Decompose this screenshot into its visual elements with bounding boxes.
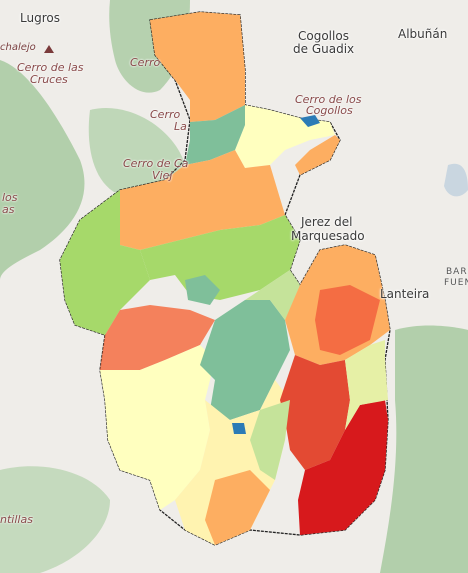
zone-center-lightgreen[interactable] [245, 270, 300, 320]
zone-southwest-yellow[interactable] [100, 345, 215, 510]
label-cerro-top: Cerro [130, 56, 161, 69]
zone-southeast-red-light[interactable] [280, 355, 350, 470]
label-cogollos: Cogollos [298, 29, 349, 43]
label-chalejo: chalejo [0, 42, 36, 53]
zone-east-orange-inner[interactable] [315, 285, 380, 355]
label-fuen: FUEN [444, 278, 468, 288]
zone-center-teal[interactable] [185, 275, 220, 305]
label-cerro-la-1: Cerro [150, 108, 181, 121]
zone-north-orange[interactable] [150, 12, 245, 122]
terrain-forest-center [88, 108, 185, 197]
zone-northeast-orange[interactable] [295, 135, 340, 175]
terrain-forest-east [380, 325, 468, 573]
label-los-2: as [2, 203, 15, 216]
label-lanteira: Lanteira [380, 287, 430, 301]
label-ntillas: ntillas [0, 513, 33, 526]
zone-center-green[interactable] [140, 215, 300, 300]
zone-center-teal-belt[interactable] [200, 300, 290, 420]
zone-west-green[interactable] [60, 190, 150, 335]
label-albunan: Albuñán [398, 27, 448, 41]
zone-north-teal[interactable] [185, 105, 245, 165]
choropleth-layer[interactable] [60, 12, 390, 545]
label-los-1: los [2, 191, 18, 204]
terrain-forest-south [0, 466, 110, 573]
zone-center-orange[interactable] [120, 150, 285, 250]
label-viej: Viej [152, 169, 173, 182]
label-cerro-de-las: Cerro de las [17, 61, 84, 74]
terrain-lake [444, 163, 468, 197]
zone-south-blue[interactable] [232, 423, 246, 434]
zone-west-orange[interactable] [100, 305, 215, 370]
label-de-guadix: de Guadix [293, 42, 355, 56]
zone-north-blue[interactable] [300, 115, 320, 127]
label-jerez-2: Marquesado [291, 229, 365, 243]
peak-marker-icon [44, 45, 54, 53]
label-cerro-la-2: La [174, 120, 187, 133]
label-jerez-1: Jerez del [301, 215, 353, 229]
label-cogollos-peak: Cogollos [306, 104, 353, 117]
label-cerro-de-los: Cerro de los [295, 93, 362, 106]
label-cerro-de-ca: Cerro de Ca [123, 157, 189, 170]
label-bar: BAR [446, 267, 468, 277]
label-lugros: Lugros [20, 11, 60, 25]
zone-east-yellow[interactable] [345, 340, 388, 430]
zone-east-green-strip[interactable] [250, 400, 290, 480]
zone-south-orange[interactable] [205, 470, 270, 545]
label-cruces: Cruces [30, 73, 68, 86]
zone-southeast-red[interactable] [298, 400, 388, 535]
terrain-forest-west [0, 60, 85, 280]
